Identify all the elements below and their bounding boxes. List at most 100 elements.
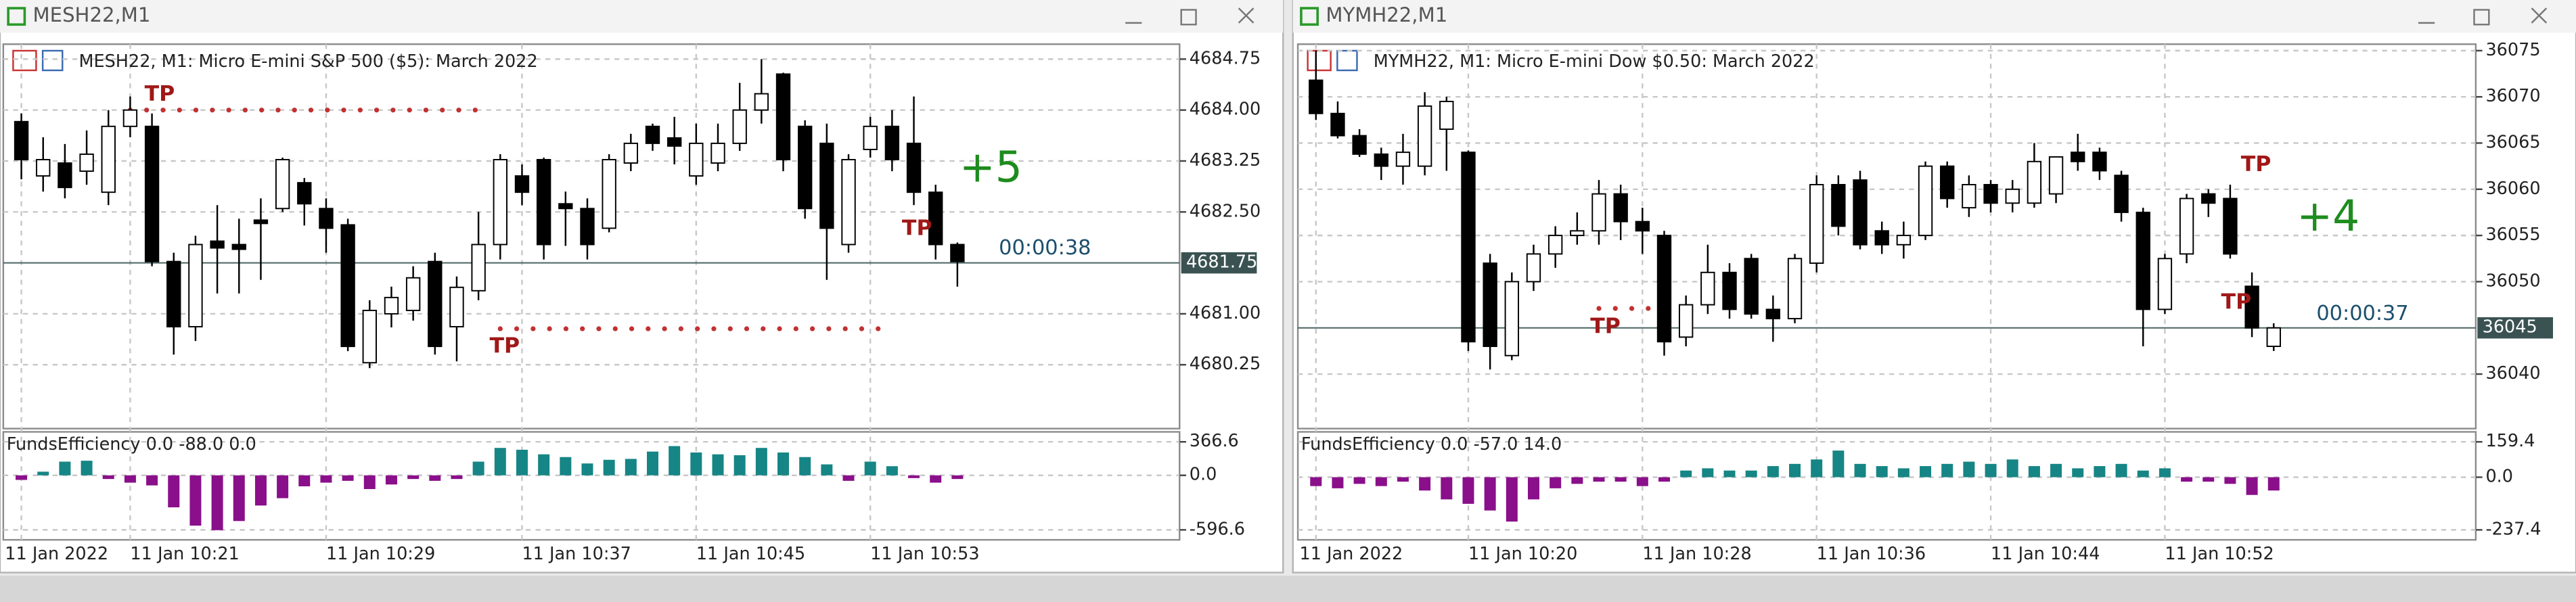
indicator-bar bbox=[755, 448, 767, 476]
candle-body bbox=[928, 191, 943, 246]
indicator-bar bbox=[1723, 470, 1736, 478]
candle-body bbox=[2157, 258, 2173, 310]
indicator-bar bbox=[538, 454, 550, 476]
candle-body bbox=[798, 125, 813, 210]
indicator-bar bbox=[102, 475, 114, 480]
candle-body bbox=[1722, 271, 1737, 310]
indicator-bar bbox=[821, 464, 833, 476]
y-tick-label: 4681.00 bbox=[1190, 302, 1261, 323]
indicator-bar bbox=[1854, 463, 1866, 478]
close-button[interactable] bbox=[2531, 7, 2548, 24]
candle-body bbox=[1547, 235, 1563, 255]
candle-body bbox=[2136, 211, 2150, 310]
candle-body bbox=[841, 159, 856, 246]
price-box bbox=[1181, 252, 1257, 274]
candle-body bbox=[754, 93, 769, 111]
indicator-bar bbox=[886, 466, 898, 476]
window-title: MESH22,M1 bbox=[33, 3, 151, 26]
indicator-label: FundsEfficiency 0.0 -57.0 14.0 bbox=[1301, 434, 1562, 454]
y-tick-label: 36065 bbox=[2485, 132, 2540, 152]
candle-body bbox=[666, 137, 682, 147]
header-icon bbox=[1307, 49, 1332, 72]
indicator-bar bbox=[1920, 466, 1932, 478]
chart-window: MYMH22,M1 36075 36070 36065 36060 36055 36050 3… bbox=[1292, 0, 2576, 574]
candle-body bbox=[144, 125, 160, 262]
indicator-bar bbox=[2267, 477, 2280, 491]
indicator-bar bbox=[646, 451, 658, 476]
indicator-bar bbox=[1593, 477, 1605, 482]
candle-body bbox=[623, 142, 639, 164]
indicator-bar bbox=[494, 448, 506, 476]
candle-body bbox=[362, 309, 377, 364]
close-button[interactable] bbox=[1238, 7, 1255, 24]
indicator-bar bbox=[277, 475, 289, 499]
x-tick-label: 11 Jan 10:20 bbox=[1468, 543, 1577, 563]
indicator-bar bbox=[2181, 477, 2193, 482]
indicator-label: FundsEfficiency 0.0 -88.0 0.0 bbox=[7, 434, 256, 454]
indicator-bar bbox=[1310, 477, 1322, 486]
indicator-bar bbox=[407, 475, 420, 480]
candle-body bbox=[2048, 156, 2064, 195]
indicator-bar bbox=[2246, 477, 2258, 495]
candle-body bbox=[1896, 235, 1912, 246]
candle-body bbox=[863, 125, 878, 150]
indicator-bar bbox=[1332, 477, 1344, 488]
candle-body bbox=[2244, 285, 2259, 329]
indicator-bar bbox=[2159, 468, 2171, 478]
indicator-bar bbox=[363, 475, 376, 490]
tp-label: TP bbox=[490, 334, 520, 358]
indicator-bar bbox=[1985, 463, 1997, 478]
x-tick-label: 11 Jan 2022 bbox=[5, 543, 108, 563]
indicator-bar bbox=[1636, 477, 1648, 486]
indicator-bar bbox=[1941, 463, 1953, 478]
indicator-bar bbox=[669, 446, 681, 476]
tp-label: TP bbox=[145, 82, 175, 106]
indicator-bar bbox=[1789, 463, 1801, 478]
candle-body bbox=[2092, 152, 2107, 172]
candle-body bbox=[732, 109, 747, 144]
annotation: 00:00:37 bbox=[2316, 302, 2408, 325]
indicator-bar bbox=[124, 475, 136, 483]
annotation: +5 bbox=[959, 143, 1022, 192]
header-icon bbox=[41, 49, 64, 72]
maximize-button[interactable] bbox=[2473, 9, 2490, 26]
y-tick-label: 36060 bbox=[2485, 178, 2540, 198]
candle-body bbox=[2179, 198, 2194, 255]
tp-label: TP bbox=[1590, 315, 1621, 339]
window-icon bbox=[7, 7, 26, 26]
candle-body bbox=[906, 142, 922, 193]
indicator-bar bbox=[2094, 466, 2106, 478]
candle-body bbox=[775, 73, 791, 160]
candle-body bbox=[1678, 304, 1694, 338]
indicator-bar bbox=[1658, 477, 1670, 482]
candle-body bbox=[2114, 175, 2129, 213]
candle-body bbox=[1526, 253, 1541, 283]
candle-body bbox=[210, 240, 225, 249]
title-bar bbox=[0, 0, 1284, 33]
price-box-label: 36045 bbox=[2483, 317, 2537, 337]
candle-body bbox=[405, 277, 421, 311]
y-tick-label: 4684.75 bbox=[1190, 47, 1261, 68]
indicator-bar bbox=[2202, 477, 2215, 482]
indicator-bar bbox=[298, 475, 311, 486]
candle-body bbox=[1417, 105, 1432, 167]
indicator-bar bbox=[1353, 477, 1365, 484]
indicator-bar bbox=[712, 454, 724, 476]
candle-body bbox=[602, 159, 616, 229]
tp-label: TP bbox=[2241, 152, 2272, 177]
maximize-button[interactable] bbox=[1180, 9, 1197, 26]
indicator-bar bbox=[1745, 470, 1757, 478]
indicator-bar bbox=[320, 475, 332, 483]
candle-body bbox=[689, 142, 704, 177]
candle-body bbox=[2071, 152, 2085, 162]
indicator-bar bbox=[1527, 477, 1539, 500]
price-box bbox=[2477, 317, 2554, 339]
candle-body bbox=[340, 224, 355, 348]
candle-body bbox=[1787, 258, 1803, 320]
candle-body bbox=[188, 244, 203, 327]
indicator-bar bbox=[168, 475, 180, 508]
x-tick-label: 11 Jan 10:52 bbox=[2165, 543, 2274, 563]
indicator-bar bbox=[429, 475, 441, 481]
indicator-bar bbox=[1441, 477, 1453, 500]
x-tick-label: 11 Jan 10:29 bbox=[326, 543, 435, 563]
